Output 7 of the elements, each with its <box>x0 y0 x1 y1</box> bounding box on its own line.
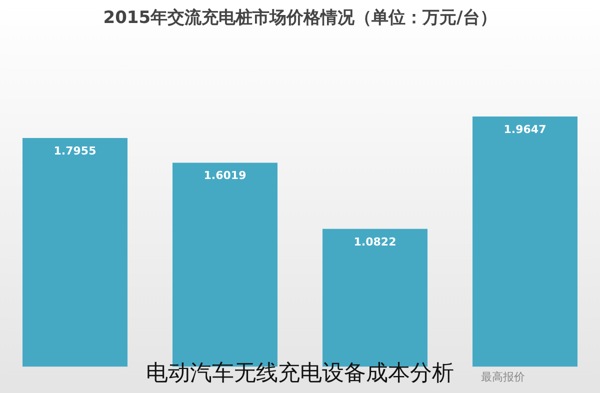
x-tick-label: 最高报价 <box>481 370 525 384</box>
data-label: 1.9647 <box>504 122 546 136</box>
data-label: 1.6019 <box>204 169 246 182</box>
data-label: 1.0822 <box>354 235 396 248</box>
chart-title: 2015年交流充电桩市场价格情况（单位：万元/台） <box>102 7 498 29</box>
annotation: 电动汽车无线充电设备成本分析 <box>146 361 454 386</box>
data-label: 1.7955 <box>54 144 96 158</box>
